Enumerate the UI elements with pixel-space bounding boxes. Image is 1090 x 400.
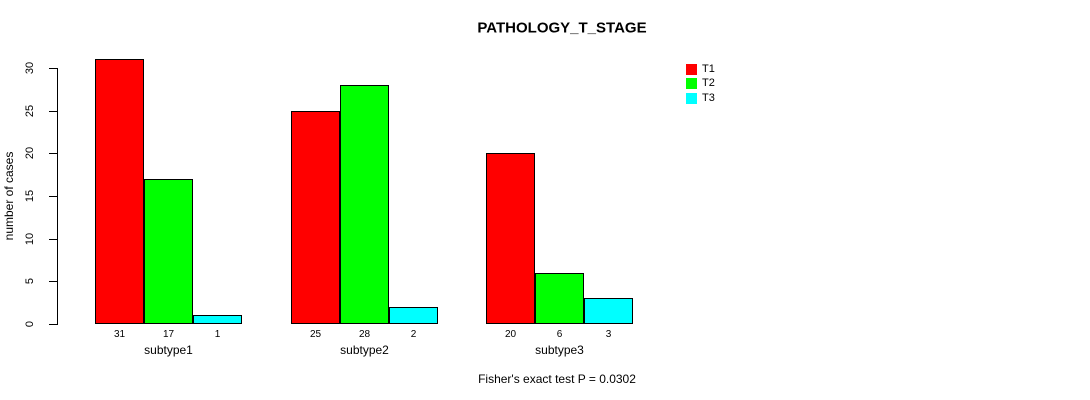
bar-subtype2-T3 [389,306,438,324]
y-axis-tick-label: 30 [24,61,36,74]
bar-value-label: 28 [358,329,371,340]
stat-annotation: Fisher's exact test P = 0.0302 [478,372,636,386]
y-axis-tick-label: 20 [24,147,36,160]
legend-swatch-T2 [686,78,697,90]
bar-subtype3-T1 [486,153,535,324]
legend-item: T1 [686,62,715,77]
bar-value-label: 2 [410,329,417,340]
bar-subtype1-T1 [95,59,144,324]
y-axis-tick [49,281,57,282]
bar-subtype2-T1 [291,110,340,324]
y-axis-tick [49,196,57,197]
y-axis-tick [49,324,57,325]
bar-value-label: 6 [556,329,563,340]
y-axis-tick [49,111,57,112]
legend-swatch-T1 [686,63,697,75]
y-axis-tick [49,153,57,154]
bar-value-label: 1 [214,329,221,340]
bar-value-label: 3 [605,329,612,340]
y-axis-tick [49,68,57,69]
y-axis-line [57,67,58,325]
bar-value-label: 25 [309,329,322,340]
bar-value-label: 17 [162,329,175,340]
bar-subtype3-T2 [535,272,584,324]
bar-subtype2-T2 [340,84,389,324]
bar-value-label: 31 [113,329,126,340]
legend-label: T2 [702,77,715,90]
category-label: subtype3 [535,343,584,357]
legend-item: T2 [686,77,715,92]
y-axis-tick [49,239,57,240]
legend-swatch-T3 [686,92,697,104]
bar-subtype1-T2 [144,178,193,324]
bar-subtype3-T3 [584,298,633,324]
y-axis-tick-label: 5 [24,278,36,285]
category-label: subtype2 [340,343,389,357]
legend-label: T3 [702,91,715,104]
chart-title: PATHOLOGY_T_STAGE [477,19,647,37]
bar-subtype1-T3 [193,315,242,324]
legend: T1 T2 T3 [686,62,715,106]
legend-label: T1 [702,62,715,75]
category-label: subtype1 [144,343,193,357]
y-axis-tick-label: 15 [24,189,36,203]
y-axis-tick-label: 25 [24,104,36,117]
bar-value-label: 20 [504,329,517,340]
y-axis-tick-label: 0 [24,320,36,328]
legend-item: T3 [686,91,715,106]
y-axis-tick-label: 10 [24,232,36,245]
